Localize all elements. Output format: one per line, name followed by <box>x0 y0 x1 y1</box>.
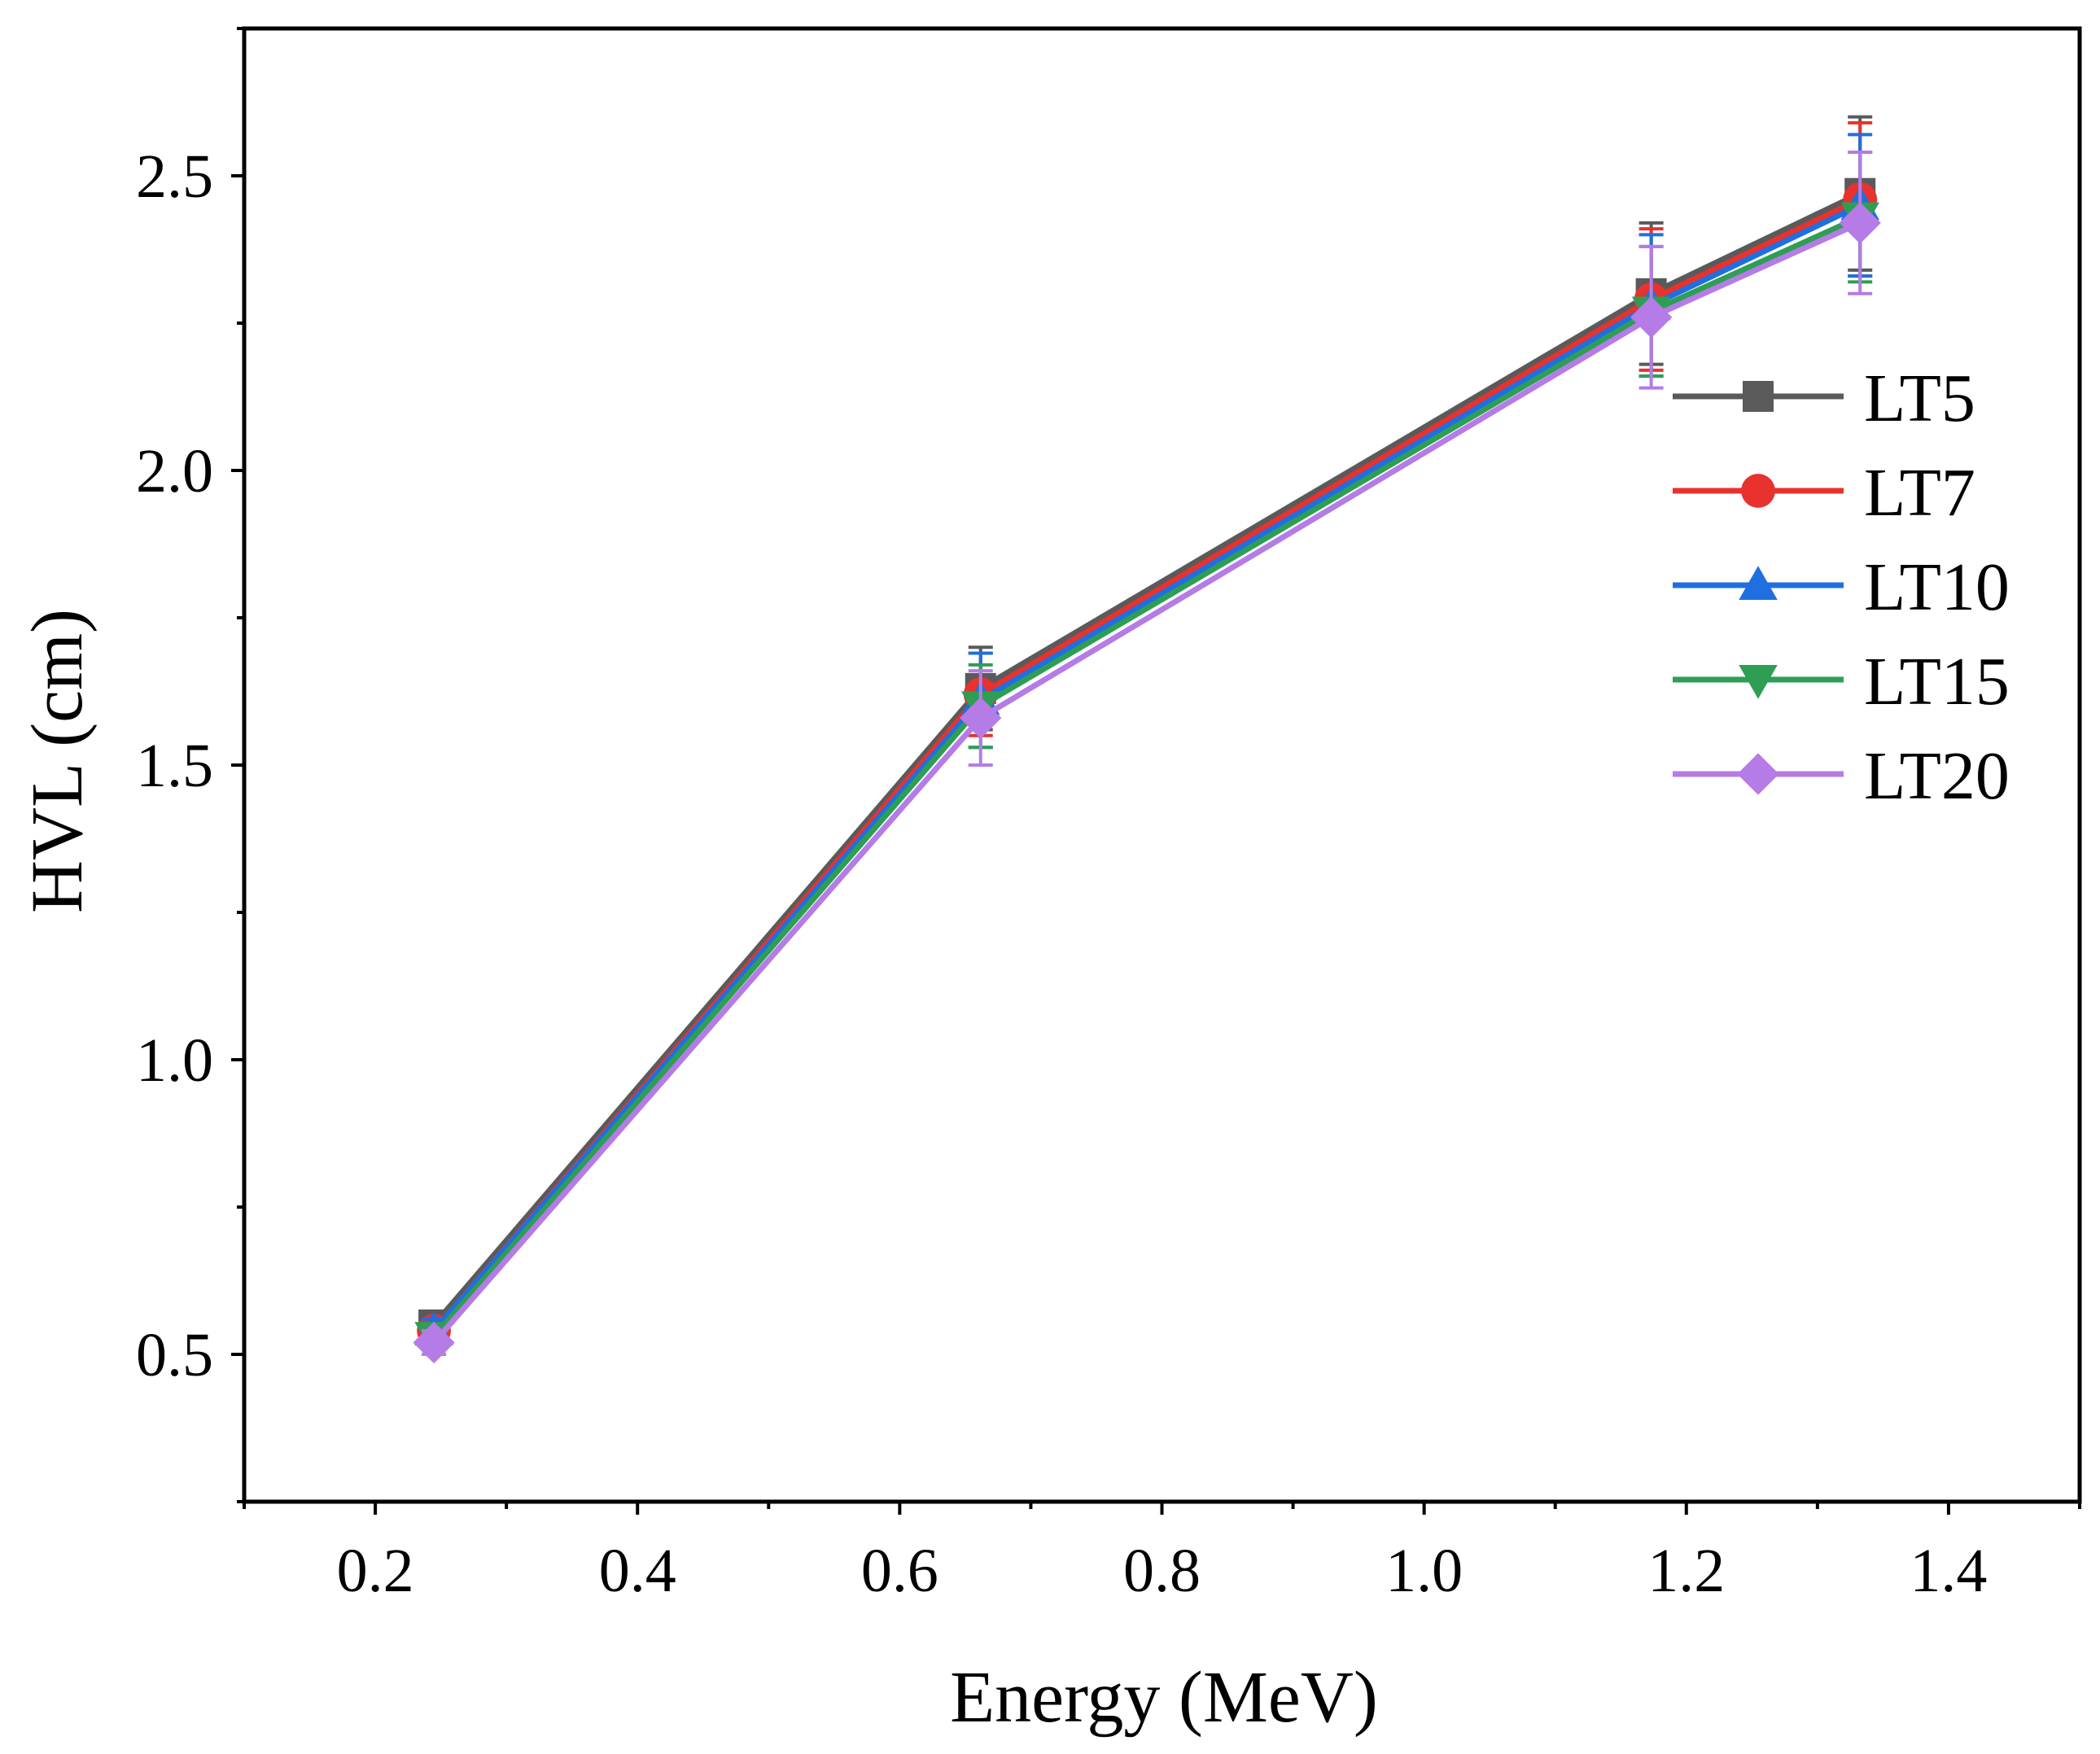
x-tick-label: 1.4 <box>1910 1537 1987 1605</box>
series-layer <box>413 115 1881 1364</box>
series-lt15 <box>414 151 1879 1357</box>
data-point <box>413 1321 455 1364</box>
legend-label: LT20 <box>1864 738 2010 814</box>
legend-item-lt15: LT15 <box>1673 644 2010 720</box>
series-lt20 <box>413 151 1881 1364</box>
legend-marker <box>1739 566 1778 601</box>
legend-marker <box>1737 753 1779 795</box>
legend-item-lt10: LT10 <box>1673 549 2010 625</box>
x-tick-label: 1.2 <box>1647 1537 1725 1605</box>
legend: LT5 LT7 LT10 LT15 LT20 <box>1673 361 2010 814</box>
legend-item-lt5: LT5 <box>1673 361 1975 436</box>
legend-label: LT10 <box>1864 549 2010 625</box>
y-tick-label: 1.0 <box>136 1026 213 1095</box>
legend-label: LT7 <box>1864 455 1975 531</box>
series-line <box>431 220 1862 1345</box>
x-tick-label: 0.4 <box>599 1537 676 1605</box>
x-tick-label: 1.0 <box>1385 1537 1463 1605</box>
y-axis-ticks: 0.5 1.0 1.5 2.0 2.5 <box>136 27 244 1503</box>
legend-item-lt7: LT7 <box>1673 455 1975 531</box>
x-axis-ticks: 0.2 0.4 0.6 0.8 1.0 1.2 1.4 <box>243 1502 2081 1605</box>
x-tick-label: 0.6 <box>861 1537 938 1605</box>
x-axis-title: Energy (MeV) <box>950 1657 1378 1738</box>
legend-label: LT5 <box>1864 361 1975 436</box>
legend-item-lt20: LT20 <box>1673 738 2010 814</box>
legend-marker <box>1743 381 1774 412</box>
data-point <box>1839 202 1881 244</box>
legend-marker <box>1741 474 1775 508</box>
y-tick-label: 2.5 <box>136 142 213 211</box>
data-point <box>960 697 1002 739</box>
series-line <box>431 203 1862 1333</box>
y-tick-label: 2.0 <box>136 437 213 505</box>
x-tick-label: 0.8 <box>1123 1537 1201 1605</box>
series-line <box>431 190 1862 1328</box>
legend-label: LT15 <box>1864 644 2010 720</box>
x-tick-label: 0.2 <box>337 1537 414 1605</box>
series-line <box>431 214 1862 1339</box>
legend-marker <box>1739 664 1778 699</box>
y-axis-title: HVL (cm) <box>17 609 98 913</box>
y-tick-label: 1.5 <box>136 732 213 800</box>
y-tick-label: 0.5 <box>136 1321 213 1389</box>
data-point <box>1630 296 1673 339</box>
